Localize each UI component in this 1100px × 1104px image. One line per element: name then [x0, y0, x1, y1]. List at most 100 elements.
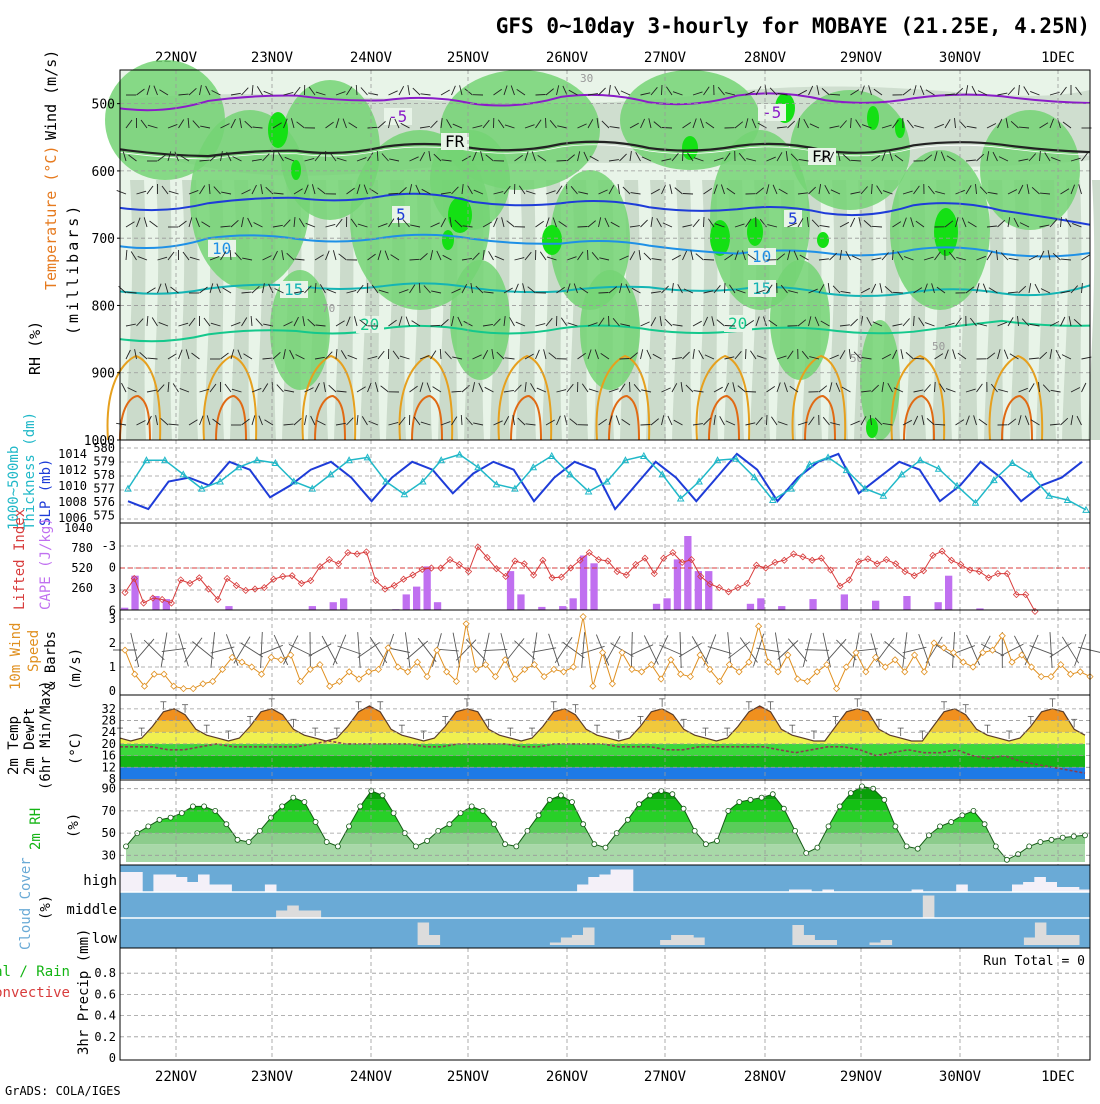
bottom-date-label: 27NOV [644, 1069, 687, 1085]
run-total: Run Total = 0 [983, 954, 1085, 969]
cloud-cell [1068, 935, 1080, 945]
thickness-tick: 575 [93, 509, 115, 523]
wind-barb [767, 415, 768, 425]
temp2m-label-c: (6hr Min/Max) [38, 680, 54, 790]
rh2m-marker [670, 792, 675, 797]
cape-bar [841, 594, 848, 610]
rh2m-marker [882, 797, 887, 802]
cape-bar [559, 606, 566, 610]
rh2m-marker [190, 804, 195, 809]
cloud-cell [429, 935, 441, 945]
rh2m-marker [748, 797, 753, 802]
rh2m-marker [347, 824, 352, 829]
rh2m-marker [235, 837, 240, 842]
cloud-cell [550, 943, 562, 946]
cloud-cell [220, 885, 232, 893]
top-date-label: 25NOV [447, 50, 490, 66]
rh2m-marker [124, 844, 129, 849]
wind-barb [662, 85, 663, 95]
cloud-label: Cloud Cover [18, 857, 34, 950]
wind-barb [725, 326, 735, 327]
rh-saturated-area [934, 208, 958, 256]
cloud-cell [1045, 882, 1057, 892]
bottom-date-label: 29NOV [840, 1069, 883, 1085]
rh-saturated-area [867, 106, 879, 130]
cloud-cell [588, 877, 600, 892]
cloud-cell [611, 870, 623, 893]
rh2m-marker [815, 845, 820, 850]
cloud-units: (%) [38, 895, 54, 920]
rh2m-marker [637, 802, 642, 807]
cape-tick: 520 [71, 561, 93, 575]
rh2m-marker [358, 804, 363, 809]
rh2m-marker [1049, 837, 1054, 842]
rh2m-marker [603, 845, 608, 850]
cloud-cell [923, 896, 935, 919]
cape-bar [424, 566, 431, 610]
cape-bar [330, 602, 337, 610]
rh2m-marker [391, 811, 396, 816]
cape-bar [340, 598, 347, 610]
rh2m-marker [770, 792, 775, 797]
rh-moist-area [860, 320, 900, 440]
cloud-cell [660, 940, 672, 945]
wind-barb [704, 260, 714, 261]
wind-barb [641, 425, 651, 426]
precip-tick: 0.4 [94, 1009, 116, 1023]
rh2m-tick: 50 [102, 826, 116, 840]
precip-tick: 0.6 [94, 987, 116, 1001]
rh2m-marker [447, 822, 452, 827]
rh-moist-area [980, 110, 1080, 230]
rh2m-units: (%) [66, 813, 82, 838]
cloud-cell [209, 885, 221, 893]
rh2m-tick: 30 [102, 848, 116, 862]
rh-contour-label: 50 [932, 340, 945, 353]
cloud-cell [682, 935, 694, 945]
pressure-tick: 500 [92, 98, 115, 113]
wind10-barb [805, 650, 829, 651]
rh2m-marker [826, 824, 831, 829]
lifted-tick: 0 [109, 561, 116, 575]
chart-title: GFS 0~10day 3-hourly for MOBAYE (21.25E,… [496, 14, 1090, 38]
cloud-cell [165, 875, 177, 893]
precip-label-b: Convective [0, 985, 70, 1001]
cloud-cell [599, 875, 611, 893]
cape-bar [872, 601, 879, 610]
cloud-cell [870, 943, 882, 946]
rh2m-marker [715, 838, 720, 843]
rh2m-marker [335, 844, 340, 849]
rh2m-marker [525, 828, 530, 833]
cloud-cell [298, 911, 310, 919]
cloud-cell [187, 882, 199, 892]
cloud-cell [803, 935, 815, 945]
cape-bar [747, 604, 754, 610]
rh2m-marker [458, 811, 463, 816]
rh2m-marker [558, 793, 563, 798]
top-date-label: 29NOV [840, 50, 883, 66]
rh2m-tick: 70 [102, 804, 116, 818]
rh2m-marker [581, 822, 586, 827]
cape-bar [778, 606, 785, 610]
temp2m-label-a: 2m Temp [6, 716, 22, 775]
wind-axis-label: Wind (m/s) [42, 50, 60, 140]
rh2m-marker [570, 800, 575, 805]
top-date-label: 24NOV [350, 50, 393, 66]
rh2m-marker [492, 822, 497, 827]
rh2m-marker [1060, 835, 1065, 840]
bottom-date-label: 25NOV [447, 1069, 490, 1085]
rh-saturated-area [817, 232, 829, 248]
wind-barb [588, 250, 589, 260]
rh2m-marker [179, 811, 184, 816]
wind-barb [546, 118, 547, 128]
rh2m-marker [469, 804, 474, 809]
slp-tick: 1012 [58, 463, 87, 477]
rh2m-marker [280, 804, 285, 809]
cloud-cell [418, 923, 430, 946]
footer-credit: GrADS: COLA/IGES [5, 1084, 121, 1098]
cloud-cell [583, 928, 595, 946]
cloud-cell [1057, 935, 1069, 945]
rh2m-marker [547, 797, 552, 802]
cloud-cell [1034, 877, 1046, 892]
